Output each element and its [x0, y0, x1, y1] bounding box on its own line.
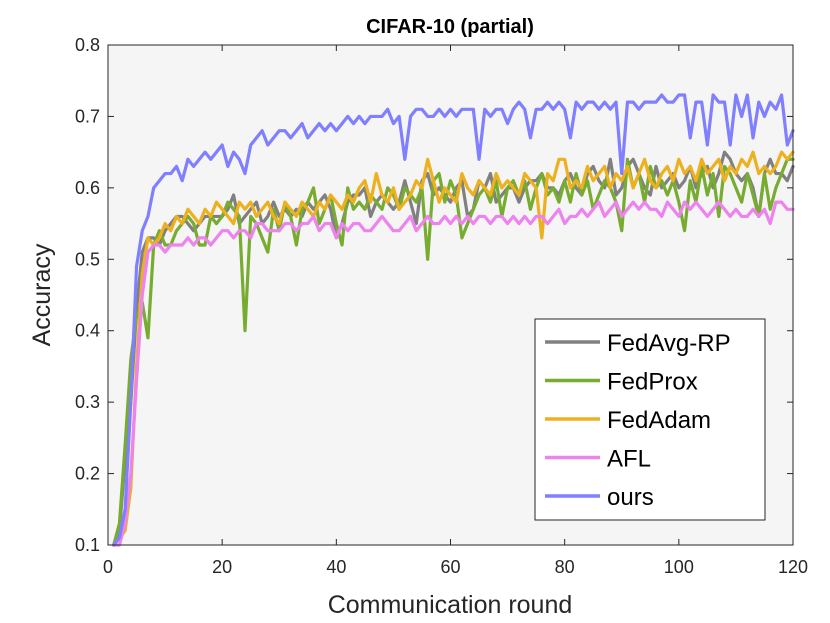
legend-label-fedadam: FedAdam: [607, 407, 711, 434]
x-axis-title: Communication round: [328, 591, 573, 619]
x-tick-label: 20: [212, 557, 232, 577]
y-tick-label: 0.7: [75, 106, 100, 126]
y-tick-label: 0.4: [75, 321, 100, 341]
series-line-ours: [112, 93, 795, 547]
y-axis-title: Accuracy: [28, 243, 56, 346]
series-line-afl: [112, 200, 795, 547]
chart-title: CIFAR-10 (partial): [366, 16, 534, 38]
y-tick-label: 0.6: [75, 178, 100, 198]
series-line-fedprox: [112, 157, 795, 547]
legend: FedAvg-RP FedProx FedAdam AFL ours: [534, 318, 766, 521]
x-tick-label: 120: [778, 557, 808, 577]
series-layer: [112, 93, 795, 547]
x-tick-label: 40: [326, 557, 346, 577]
x-tick-label: 80: [555, 557, 575, 577]
legend-label-afl: AFL: [607, 446, 651, 473]
series-line-fedavg-rp: [112, 150, 795, 547]
x-tick-label: 60: [440, 557, 460, 577]
y-tick-label: 0.5: [75, 249, 100, 269]
y-tick-label: 0.1: [75, 535, 100, 555]
legend-label-fedavg-rp: FedAvg-RP: [607, 330, 731, 357]
series-line-fedadam: [112, 150, 795, 547]
x-tick-label: 100: [664, 557, 694, 577]
y-tick-label: 0.3: [75, 392, 100, 412]
legend-label-fedprox: FedProx: [607, 369, 698, 396]
legend-label-ours: ours: [607, 484, 654, 511]
y-tick-label: 0.8: [75, 35, 100, 55]
y-tick-label: 0.2: [75, 464, 100, 484]
x-tick-label: 0: [103, 557, 113, 577]
ticks-layer: 0 20 40 60 80 100 120 0.1 0.2 0.3 0.4 0.5 0.6 0.7 0.8: [75, 35, 808, 577]
